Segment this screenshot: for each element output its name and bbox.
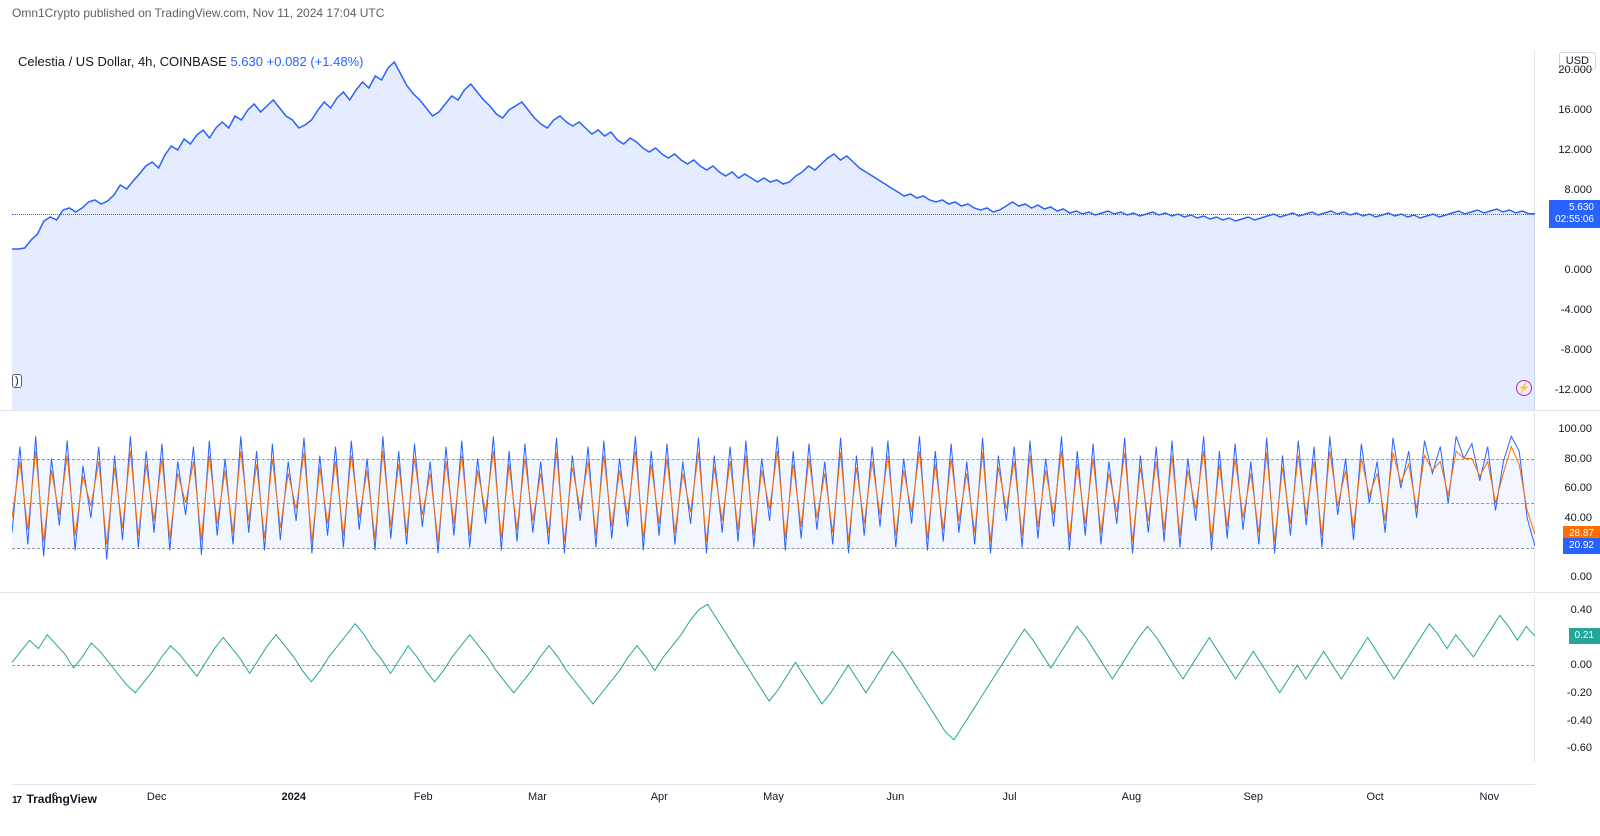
symbol-exchange: COINBASE	[160, 54, 227, 69]
x-axis-tick: Jun	[886, 791, 904, 803]
symbol-info: Celestia / US Dollar, 4h, COINBASE 5.630…	[18, 54, 364, 69]
y-axis-tick: 0.000	[1564, 264, 1592, 276]
symbol-pct: (+1.48%)	[310, 54, 363, 69]
y-axis-tick: 0.00	[1571, 571, 1592, 583]
x-axis-tick: Apr	[651, 791, 668, 803]
y-axis-tick: 100.00	[1558, 423, 1592, 435]
price-chart-svg	[12, 50, 1535, 410]
footer-brand[interactable]: 17 TradingView	[12, 792, 97, 806]
y-axis-tick: 0.40	[1571, 604, 1592, 616]
x-axis-tick: Jul	[1003, 791, 1017, 803]
y-axis-tick: 20.000	[1558, 64, 1592, 76]
value-badge: 20.92	[1563, 538, 1600, 554]
y-axis-tick: -0.40	[1567, 715, 1592, 727]
x-axis-tick: Oct	[1367, 791, 1384, 803]
x-axis-tick: Nov	[1480, 791, 1500, 803]
lightning-icon[interactable]: ⚡	[1516, 380, 1532, 396]
macd-y-axis[interactable]: 0.400.200.00-0.20-0.40-0.600.21	[1535, 596, 1600, 762]
x-axis-tick: Mar	[528, 791, 547, 803]
stochastic-svg	[12, 414, 1535, 592]
price-panel[interactable]: Celestia / US Dollar, 4h, COINBASE 5.630…	[12, 50, 1535, 410]
x-axis-tick: 2024	[282, 791, 306, 803]
price-y-axis[interactable]: USD 20.00016.00012.0008.0000.000-4.000-8…	[1535, 50, 1600, 410]
stochastic-y-axis[interactable]: 100.0080.0060.0040.0020.000.0028.8720.92	[1535, 414, 1600, 592]
y-axis-tick: 80.00	[1564, 453, 1592, 465]
tradingview-logo-icon: 17	[12, 795, 21, 806]
symbol-change: +0.082	[267, 54, 307, 69]
y-axis-tick: -8.000	[1561, 344, 1592, 356]
x-axis-tick: Sep	[1243, 791, 1263, 803]
panel-separator	[0, 592, 1600, 593]
value-badge: 0.21	[1569, 628, 1600, 644]
y-axis-tick: -4.000	[1561, 304, 1592, 316]
left-handle-icon[interactable]: )	[12, 374, 22, 388]
x-axis-tick: Dec	[147, 791, 167, 803]
y-axis-tick: 12.000	[1558, 144, 1592, 156]
y-axis-tick: 60.00	[1564, 482, 1592, 494]
y-axis-tick: -0.60	[1567, 742, 1592, 754]
symbol-interval: 4h	[138, 54, 152, 69]
symbol-last: 5.630	[230, 54, 263, 69]
macd-panel[interactable]	[12, 596, 1535, 762]
x-axis-tick: May	[763, 791, 784, 803]
chart-container: Celestia / US Dollar, 4h, COINBASE 5.630…	[0, 26, 1600, 810]
macd-svg	[12, 596, 1535, 762]
price-last-line	[12, 214, 1534, 215]
publish-header: Omn1Crypto published on TradingView.com,…	[0, 0, 1600, 26]
footer-brand-text: TradingView	[26, 792, 96, 806]
x-axis[interactable]: 6Dec2024FebMarAprMayJunJulAugSepOctNov	[12, 784, 1535, 810]
stochastic-panel[interactable]	[12, 414, 1535, 592]
value-badge: 5.63002:55:06	[1549, 200, 1600, 228]
symbol-pair: Celestia / US Dollar	[18, 54, 131, 69]
x-axis-tick: Feb	[414, 791, 433, 803]
y-axis-tick: 0.00	[1571, 659, 1592, 671]
y-axis-tick: 40.00	[1564, 512, 1592, 524]
y-axis-tick: 8.000	[1564, 184, 1592, 196]
x-axis-tick: Aug	[1122, 791, 1142, 803]
y-axis-tick: 16.000	[1558, 104, 1592, 116]
y-axis-tick: -0.20	[1567, 687, 1592, 699]
panel-separator	[0, 410, 1600, 411]
y-axis-tick: -12.000	[1555, 384, 1592, 396]
